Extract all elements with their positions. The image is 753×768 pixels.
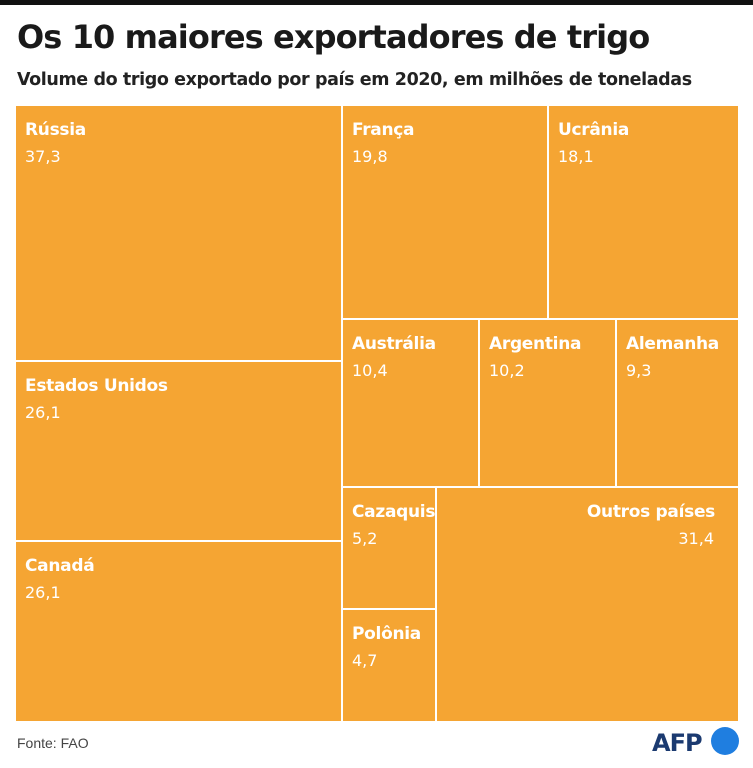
tile-rect bbox=[15, 105, 343, 362]
tile-rect bbox=[435, 486, 739, 722]
tile-rect bbox=[478, 318, 617, 488]
tile-label: Estados Unidos bbox=[25, 376, 168, 396]
tile-value: 9,3 bbox=[626, 361, 651, 380]
tile-label: Austrália bbox=[352, 334, 436, 354]
tile-estados-unidos: Estados Unidos 26,1 bbox=[15, 360, 343, 542]
treemap-chart: Rússia 37,3 Estados Unidos 26,1 Canadá 26,1 Fr… bbox=[15, 105, 739, 722]
tile-canada: Canadá 26,1 bbox=[15, 540, 343, 722]
tile-value: 4,7 bbox=[352, 651, 377, 670]
tile-value: 5,2 bbox=[352, 529, 377, 548]
tile-outros-paises: Outros países 31,4 bbox=[435, 486, 739, 722]
afp-logo-text: AFP bbox=[652, 729, 702, 756]
tile-value: 37,3 bbox=[25, 147, 61, 166]
tile-label: Argentina bbox=[489, 334, 581, 354]
tile-polonia: Polônia 4,7 bbox=[341, 608, 437, 722]
tile-franca: França 19,8 bbox=[341, 105, 549, 320]
tile-rect bbox=[615, 318, 739, 488]
treemap-svg: Rússia 37,3 Estados Unidos 26,1 Canadá 26,1 Fr… bbox=[15, 105, 739, 722]
tile-label: França bbox=[352, 120, 414, 140]
tile-australia: Austrália 10,4 bbox=[341, 318, 480, 488]
tile-argentina: Argentina 10,2 bbox=[478, 318, 617, 488]
tile-russia: Rússia 37,3 bbox=[15, 105, 343, 362]
tile-value: 10,2 bbox=[489, 361, 525, 380]
tile-label: Alemanha bbox=[626, 334, 719, 354]
tile-value: 19,8 bbox=[352, 147, 388, 166]
tile-label: Polônia bbox=[352, 624, 421, 644]
top-rule bbox=[0, 0, 753, 5]
chart-title: Os 10 maiores exportadores de trigo bbox=[17, 18, 650, 56]
chart-subtitle: Volume do trigo exportado por país em 20… bbox=[17, 70, 692, 90]
tile-label: Ucrânia bbox=[558, 120, 629, 140]
tile-value: 26,1 bbox=[25, 403, 61, 422]
tile-value: 18,1 bbox=[558, 147, 594, 166]
tile-rect bbox=[341, 608, 437, 722]
tile-value: 26,1 bbox=[25, 583, 61, 602]
tile-label: Outros países bbox=[587, 502, 715, 522]
tile-value: 10,4 bbox=[352, 361, 388, 380]
source-note: Fonte: FAO bbox=[17, 735, 89, 751]
tile-rect bbox=[15, 540, 343, 722]
afp-logo-dot bbox=[711, 727, 739, 755]
tile-ucrania: Ucrânia 18,1 bbox=[547, 105, 739, 320]
tile-label: Canadá bbox=[25, 556, 94, 576]
tile-label: Rússia bbox=[25, 120, 86, 140]
tile-rect bbox=[341, 486, 437, 610]
tile-alemanha: Alemanha 9,3 bbox=[615, 318, 739, 488]
tile-value: 31,4 bbox=[678, 529, 714, 548]
tile-rect bbox=[15, 360, 343, 542]
tile-rect bbox=[547, 105, 739, 320]
afp-logo: AFP bbox=[652, 727, 739, 756]
tile-rect bbox=[341, 318, 480, 488]
